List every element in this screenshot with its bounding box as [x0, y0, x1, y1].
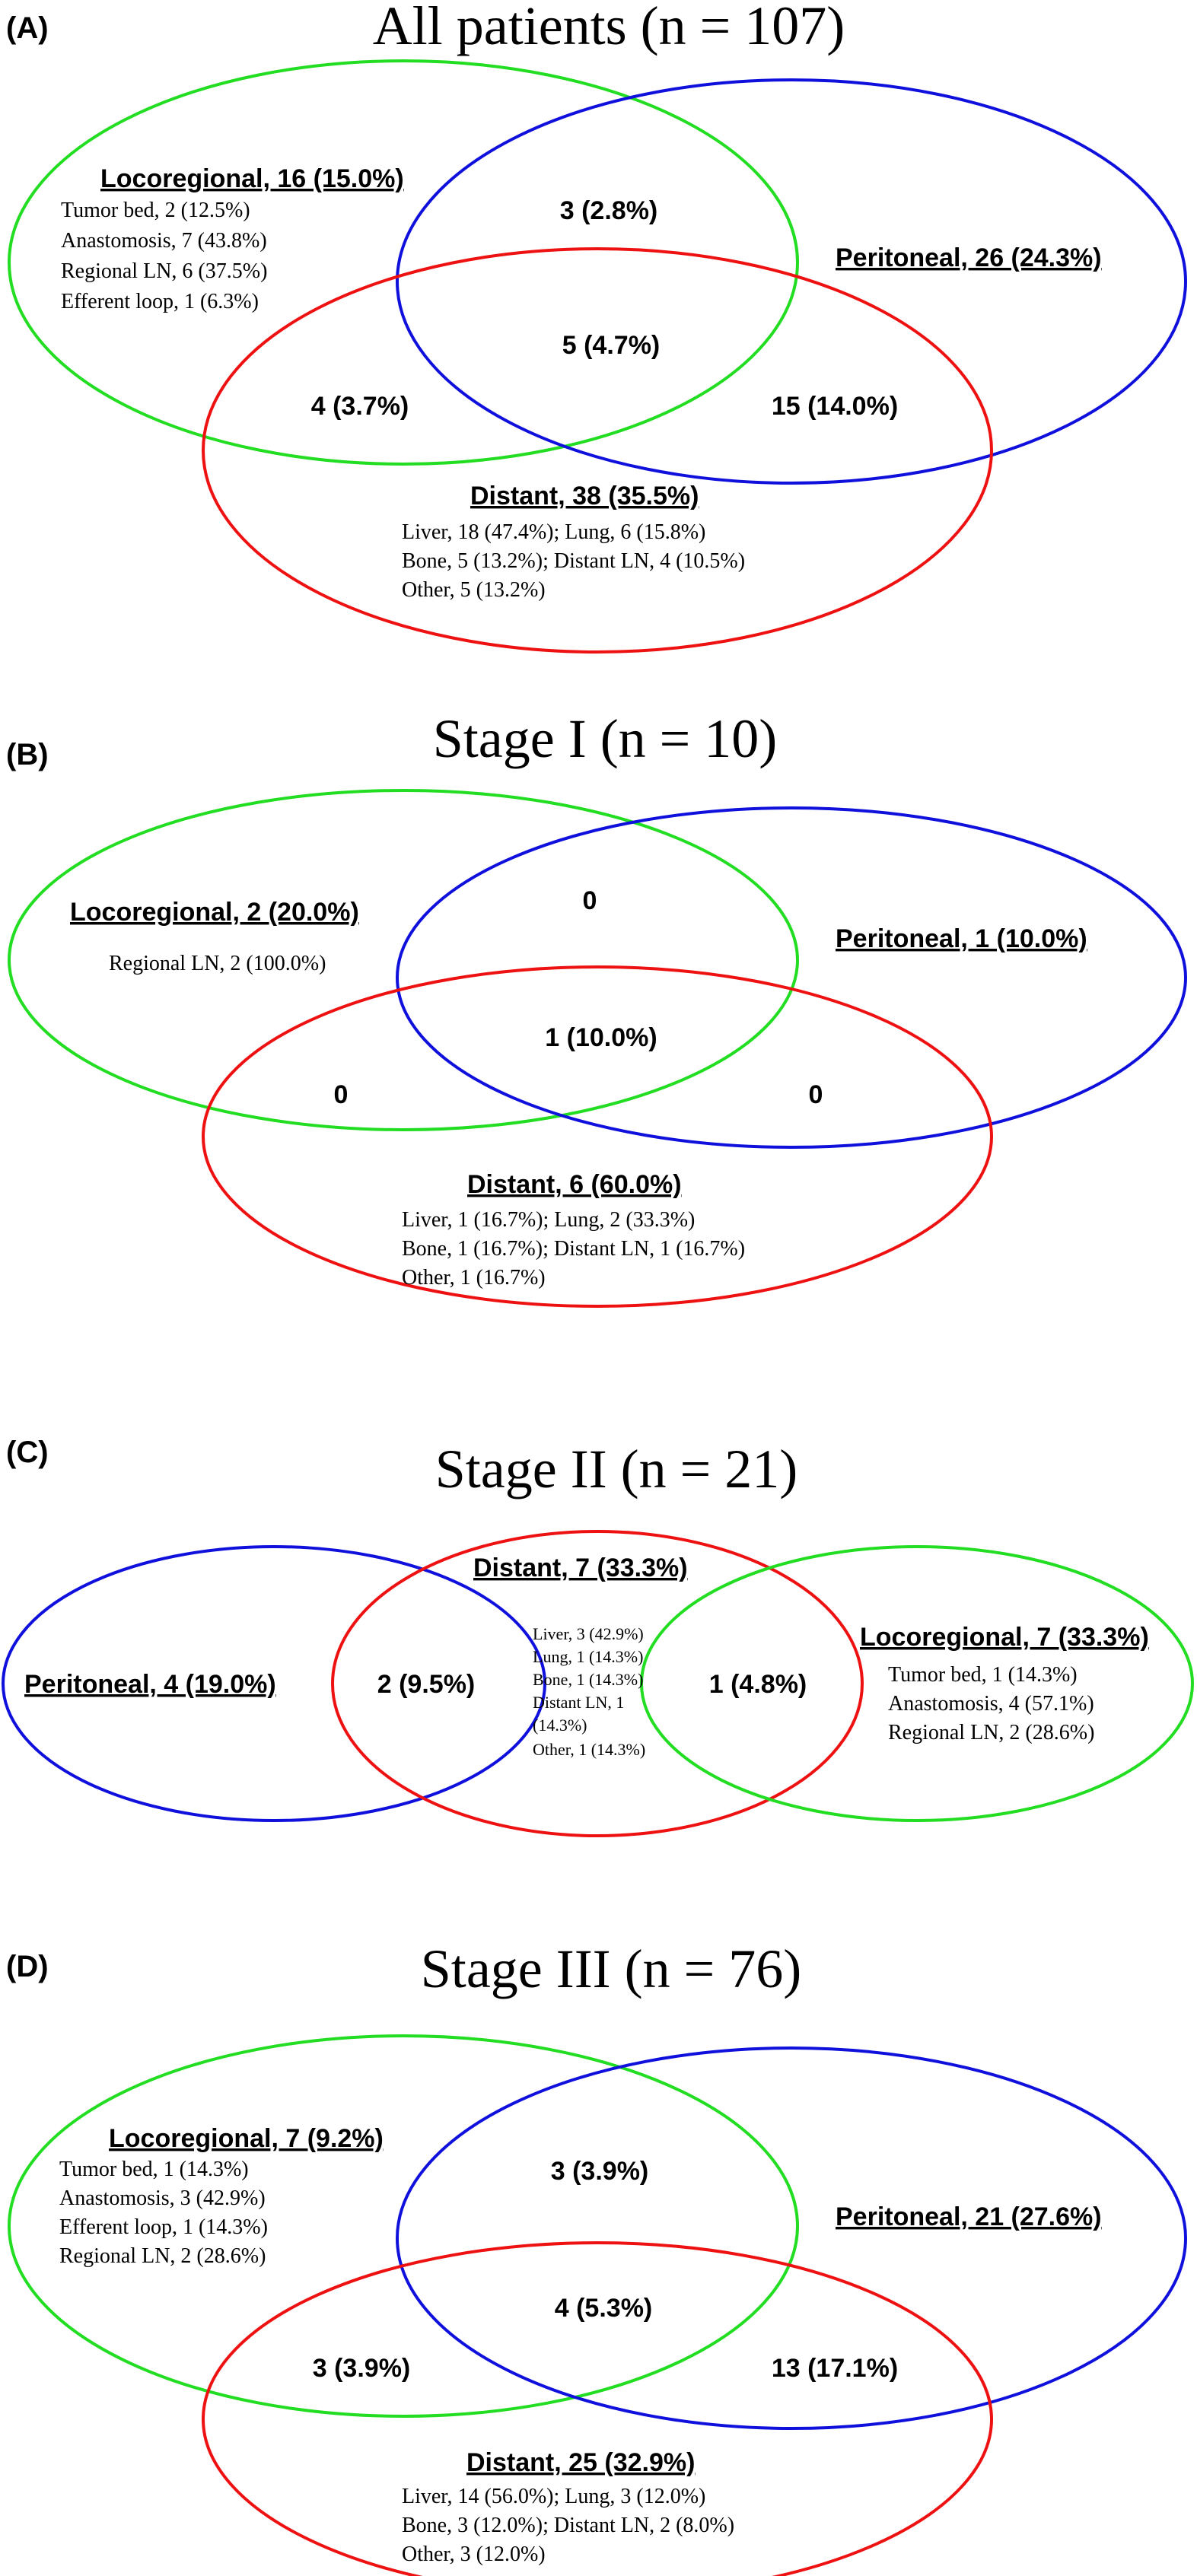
panel-a-distant-detail-2: Bone, 5 (13.2%); Distant LN, 4 (10.5%) [402, 549, 745, 573]
panel-a-region-loco-perit: 3 (2.8%) [560, 196, 658, 225]
panel-b-peritoneal-circle [396, 806, 1187, 1149]
panel-a-peritoneal-label: Peritoneal, 26 (24.3%) [836, 243, 1102, 272]
panel-d-locoregional-detail-4: Regional LN, 2 (28.6%) [59, 2244, 266, 2268]
panel-a-region-all-three: 5 (4.7%) [562, 331, 661, 360]
panel-c-region-dist-loco: 1 (4.8%) [709, 1670, 807, 1699]
panel-c-letter: (C) [6, 1436, 49, 1469]
panel-a-peritoneal-circle [396, 78, 1187, 485]
panel-b-distant-detail-1: Liver, 1 (16.7%); Lung, 2 (33.3%) [402, 1208, 695, 1232]
panel-c-locoregional-detail-2: Anastomosis, 4 (57.1%) [888, 1692, 1094, 1716]
panel-b-title: Stage I (n = 10) [433, 708, 778, 769]
panel-c-title: Stage II (n = 21) [435, 1439, 797, 1499]
panel-d-peritoneal-label: Peritoneal, 21 (27.6%) [836, 2202, 1102, 2231]
panel-b-locoregional-circle [8, 789, 799, 1131]
panel-d-locoregional-circle [8, 2034, 799, 2418]
panel-b-letter: (B) [6, 738, 49, 771]
panel-c-peritoneal-label: Peritoneal, 4 (19.0%) [24, 1670, 276, 1699]
panel-d-title: Stage III (n = 76) [421, 1938, 801, 1999]
panel-c-locoregional-detail-1: Tumor bed, 1 (14.3%) [888, 1663, 1078, 1687]
panel-c-peritoneal-circle [2, 1545, 546, 1822]
panel-c: (C) Stage II (n = 21) Peritoneal, 4 (19.… [2, 1436, 1194, 1837]
panel-a-locoregional-detail-3: Regional LN, 6 (37.5%) [61, 259, 267, 283]
panel-b-distant-detail-2: Bone, 1 (16.7%); Distant LN, 1 (16.7%) [402, 1237, 745, 1261]
panel-a-letter: (A) [6, 11, 49, 45]
panel-d-distant-detail-2: Bone, 3 (12.0%); Distant LN, 2 (8.0%) [402, 2514, 734, 2537]
panel-a-locoregional-label: Locoregional, 16 (15.0%) [100, 164, 404, 193]
panel-d-region-all-three: 4 (5.3%) [555, 2294, 653, 2323]
panel-d-locoregional-detail-1: Tumor bed, 1 (14.3%) [59, 2158, 249, 2181]
panel-a-distant-circle [202, 247, 993, 654]
panel-c-distant-detail-6: Other, 1 (14.3%) [533, 1740, 645, 1759]
panel-c-locoregional-circle [640, 1545, 1194, 1822]
panel-b-region-all-three: 1 (10.0%) [545, 1023, 657, 1052]
panel-c-locoregional-label: Locoregional, 7 (33.3%) [860, 1623, 1149, 1652]
panel-d-locoregional-detail-3: Efferent loop, 1 (14.3%) [59, 2215, 268, 2239]
panel-c-distant-label: Distant, 7 (33.3%) [473, 1554, 688, 1582]
panel-d-distant-detail-3: Other, 3 (12.0%) [402, 2543, 546, 2566]
panel-d-locoregional-detail-2: Anastomosis, 3 (42.9%) [59, 2186, 266, 2210]
panel-a-distant-label: Distant, 38 (35.5%) [470, 482, 699, 510]
panel-d-region-loco-perit: 3 (3.9%) [551, 2157, 649, 2186]
panel-d-distant-detail-1: Liver, 14 (56.0%); Lung, 3 (12.0%) [402, 2485, 705, 2508]
panel-b-distant-circle [202, 965, 993, 1308]
panel-b-locoregional-detail-1: Regional LN, 2 (100.0%) [109, 952, 326, 975]
panel-c-distant-detail-3: Bone, 1 (14.3%) [533, 1670, 643, 1689]
panel-d: (D) Stage III (n = 76) Locoregional, 7 (… [6, 1938, 1187, 2576]
panel-d-peritoneal-circle [396, 2046, 1187, 2430]
panel-c-distant-detail-4: Distant LN, 1 [533, 1693, 624, 1712]
panel-d-distant-label: Distant, 25 (32.9%) [466, 2448, 695, 2477]
panel-c-locoregional-detail-3: Regional LN, 2 (28.6%) [888, 1721, 1094, 1744]
panel-a-region-loco-dist: 4 (3.7%) [311, 392, 409, 421]
panel-a-distant-detail-1: Liver, 18 (47.4%); Lung, 6 (15.8%) [402, 520, 705, 544]
panel-b-locoregional-label: Locoregional, 2 (20.0%) [70, 898, 359, 927]
panel-b-region-perit-dist: 0 [809, 1080, 823, 1109]
panel-b-peritoneal-label: Peritoneal, 1 (10.0%) [836, 924, 1087, 953]
panel-c-distant-circle [331, 1530, 864, 1837]
panel-a: (A) All patients (n = 107) Locoregional,… [6, 0, 1187, 654]
panel-a-distant-detail-3: Other, 5 (13.2%) [402, 578, 546, 602]
panel-a-region-perit-dist: 15 (14.0%) [772, 392, 898, 421]
panel-c-distant-detail-1: Liver, 3 (42.9%) [533, 1624, 644, 1643]
panel-a-locoregional-detail-2: Anastomosis, 7 (43.8%) [61, 229, 267, 253]
panel-c-distant-detail-2: Lung, 1 (14.3%) [533, 1647, 643, 1666]
panel-a-locoregional-detail-1: Tumor bed, 2 (12.5%) [61, 199, 250, 222]
panel-a-locoregional-circle [8, 59, 799, 466]
panel-d-region-loco-dist: 3 (3.9%) [313, 2354, 411, 2383]
panel-d-letter: (D) [6, 1950, 49, 1983]
panel-b-region-loco-perit: 0 [583, 886, 597, 915]
panel-a-locoregional-detail-4: Efferent loop, 1 (6.3%) [61, 290, 259, 313]
panel-c-region-perit-dist: 2 (9.5%) [377, 1670, 476, 1699]
panel-b-region-loco-dist: 0 [334, 1080, 349, 1109]
panel-b: (B) Stage I (n = 10) Locoregional, 2 (20… [6, 708, 1187, 1308]
panel-d-locoregional-label: Locoregional, 7 (9.2%) [109, 2124, 384, 2153]
panel-b-distant-detail-3: Other, 1 (16.7%) [402, 1266, 546, 1290]
panel-b-distant-label: Distant, 6 (60.0%) [467, 1170, 682, 1199]
panel-d-distant-circle [202, 2241, 993, 2576]
panel-d-region-perit-dist: 13 (17.1%) [772, 2354, 898, 2383]
panel-a-title: All patients (n = 107) [373, 0, 845, 56]
panel-c-distant-detail-5: (14.3%) [533, 1716, 587, 1735]
